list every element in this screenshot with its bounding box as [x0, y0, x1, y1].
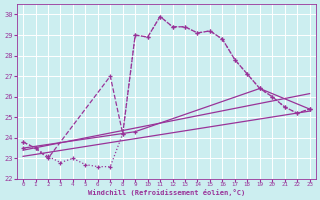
X-axis label: Windchill (Refroidissement éolien,°C): Windchill (Refroidissement éolien,°C) [88, 189, 245, 196]
